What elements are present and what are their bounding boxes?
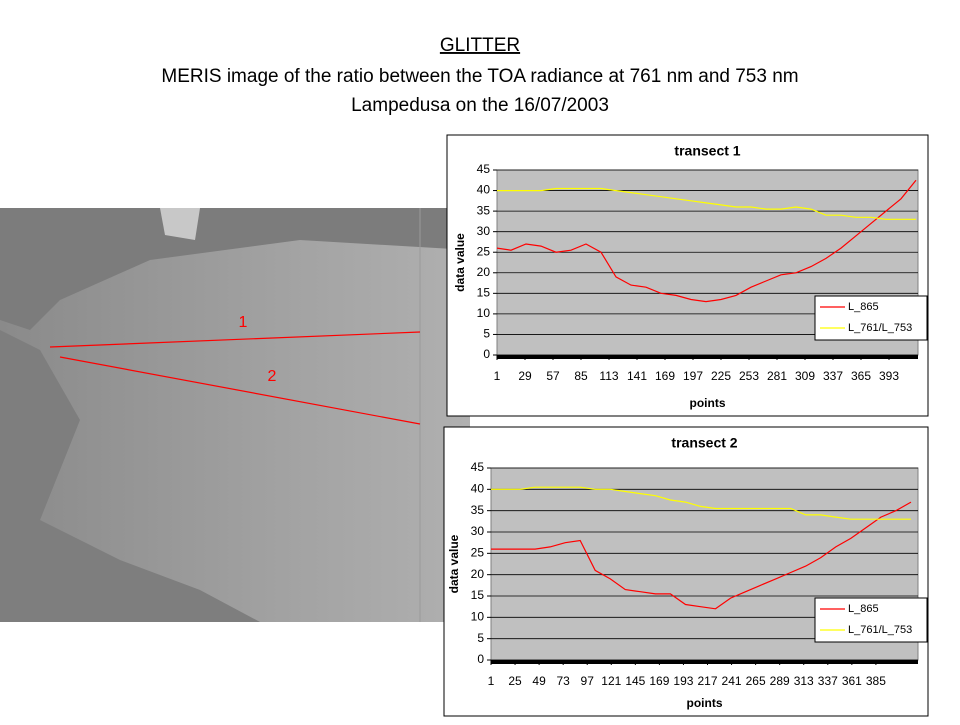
legend-label: L_865 <box>848 603 879 615</box>
x-tick-label: 145 <box>625 674 645 688</box>
x-tick-label: 217 <box>697 674 717 688</box>
x-tick-label: 113 <box>599 369 618 383</box>
y-tick-label: 0 <box>477 652 484 666</box>
transect-line <box>59 356 421 425</box>
x-tick-label: 337 <box>823 369 843 383</box>
y-tick-label: 40 <box>471 482 485 496</box>
legend <box>814 295 928 341</box>
data-line <box>496 179 917 303</box>
x-tick-label: 169 <box>649 674 669 688</box>
x-axis-label: points <box>690 396 726 410</box>
y-axis-label: data value <box>447 534 461 593</box>
data-line <box>491 501 912 610</box>
x-tick-label: 225 <box>711 369 731 383</box>
legend-label: L_761/L_753 <box>848 322 912 334</box>
y-tick-label: 30 <box>471 524 485 538</box>
chart-title: transect 2 <box>671 435 737 451</box>
x-tick-label: 337 <box>818 674 838 688</box>
x-tick-label: 85 <box>574 369 588 383</box>
x-tick-label: 57 <box>546 369 560 383</box>
legend <box>814 597 928 643</box>
x-tick-label: 241 <box>722 674 742 688</box>
chart: transect 1 points data value 0 5 10 15 20 25 30 35… <box>446 134 929 417</box>
x-tick-label: 141 <box>627 369 647 383</box>
title: GLITTER <box>440 35 520 56</box>
y-tick-label: 20 <box>477 265 491 279</box>
x-tick-label: 73 <box>556 674 570 688</box>
x-tick-label: 49 <box>532 674 546 688</box>
x-tick-label: 1 <box>488 674 495 688</box>
transect-label: 2 <box>268 368 277 385</box>
y-tick-label: 25 <box>471 546 485 560</box>
y-tick-label: 30 <box>477 224 491 238</box>
caption: Lampedusa on the 16/07/2003 <box>351 95 609 116</box>
transect-label: 1 <box>239 314 248 331</box>
y-tick-label: 15 <box>477 286 491 300</box>
subtitle: MERIS image of the ratio between the TOA… <box>161 66 798 87</box>
x-tick-label: 393 <box>879 369 899 383</box>
x-tick-label: 281 <box>767 369 787 383</box>
legend-label: L_865 <box>848 301 879 313</box>
chart: transect 2 points data value 0 5 10 15 20 25 30 35… <box>443 426 929 717</box>
x-tick-label: 253 <box>739 369 759 383</box>
x-axis-label: points <box>687 696 723 710</box>
x-tick-label: 265 <box>746 674 766 688</box>
y-tick-label: 40 <box>477 183 491 197</box>
transect-line <box>49 331 421 348</box>
x-tick-label: 25 <box>508 674 522 688</box>
y-tick-label: 20 <box>471 567 485 581</box>
y-tick-label: 35 <box>477 203 491 217</box>
x-tick-label: 309 <box>795 369 815 383</box>
legend-label: L_761/L_753 <box>848 624 912 636</box>
y-tick-label: 45 <box>471 460 485 474</box>
cloud <box>160 208 200 240</box>
y-tick-label: 45 <box>477 162 491 176</box>
y-tick-label: 10 <box>477 306 491 320</box>
satellite-image: 1 2 <box>0 208 470 622</box>
y-tick-label: 15 <box>471 588 485 602</box>
x-tick-label: 121 <box>601 674 621 688</box>
x-tick-label: 361 <box>842 674 862 688</box>
data-line <box>491 486 911 520</box>
land <box>0 208 470 330</box>
x-tick-label: 29 <box>518 369 532 383</box>
data-line <box>497 187 916 220</box>
x-tick-label: 1 <box>494 369 501 383</box>
x-tick-label: 197 <box>683 369 703 383</box>
land <box>0 330 260 622</box>
y-axis-label: data value <box>453 233 467 292</box>
x-tick-label: 193 <box>673 674 693 688</box>
y-tick-label: 5 <box>477 631 484 645</box>
x-tick-label: 313 <box>794 674 814 688</box>
x-tick-label: 385 <box>866 674 886 688</box>
x-tick-label: 289 <box>770 674 790 688</box>
y-tick-label: 5 <box>483 327 490 341</box>
y-tick-label: 10 <box>471 610 485 624</box>
y-tick-label: 35 <box>471 503 485 517</box>
y-tick-label: 0 <box>483 347 490 361</box>
x-tick-label: 97 <box>581 674 595 688</box>
chart-title: transect 1 <box>674 143 740 159</box>
x-tick-label: 169 <box>655 369 675 383</box>
x-tick-label: 365 <box>851 369 871 383</box>
y-tick-label: 25 <box>477 244 491 258</box>
